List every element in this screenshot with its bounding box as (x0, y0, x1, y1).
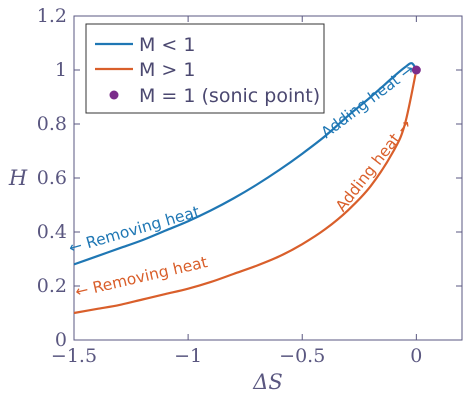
y-tick-label: 0.6 (37, 167, 67, 189)
x-tick-label: −0.5 (279, 345, 325, 367)
series-line-1 (73, 69, 418, 315)
x-tick-label: −1 (174, 345, 202, 367)
sonic-point-marker (411, 65, 421, 75)
y-axis-label: H (8, 166, 28, 190)
curve-annotation: ← Removing heat (73, 253, 209, 301)
x-tick-label: 0 (410, 345, 422, 367)
y-tick-label: 1.2 (37, 5, 67, 27)
x-tick-label: −1.5 (51, 345, 97, 367)
legend: M < 1 M > 1 M = 1 (sonic point) (85, 23, 325, 114)
y-tick-label: 1 (55, 59, 67, 81)
legend-label: M < 1 (139, 34, 195, 56)
legend-label: M = 1 (sonic point) (139, 85, 320, 107)
y-tick-label: 0 (55, 329, 67, 351)
curve-annotation: ← Removing heat (67, 203, 202, 258)
series-line-0 (73, 62, 418, 266)
legend-label: M > 1 (139, 59, 195, 81)
curve-annotation: Adding heat → (332, 116, 415, 215)
y-tick-label: 0.4 (37, 221, 67, 243)
x-axis-label: ΔS (252, 370, 283, 394)
axes: −1.5 −1 −0.5 0 0 0.2 0.4 0.6 0.8 1 1.2 (37, 5, 463, 367)
y-tick-label: 0.8 (37, 113, 67, 135)
y-tick-label: 0.2 (37, 275, 67, 297)
legend-marker (109, 90, 119, 100)
series-layer (73, 62, 421, 315)
